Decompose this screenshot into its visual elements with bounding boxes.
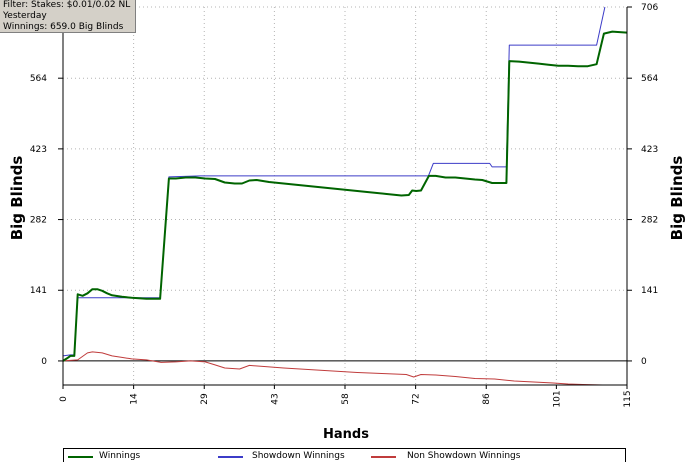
x-tick-label: 115 xyxy=(623,390,633,407)
legend-entry-winnings: Winnings xyxy=(68,450,218,462)
y-tick-label-left: 564 xyxy=(30,74,47,84)
filter-winnings-text: Winnings: 659.0 Big Blinds xyxy=(3,22,124,32)
y-axis-title-right: Big Blinds xyxy=(668,156,686,241)
y-tick-label-right: 706 xyxy=(641,3,658,13)
legend-entry-showdown: Showdown Winnings xyxy=(218,450,378,462)
y-tick-label-left: 282 xyxy=(30,216,47,226)
y-tick-label-left: 423 xyxy=(30,145,47,155)
y-axis-title-left: Big Blinds xyxy=(8,156,26,241)
y-tick-label-left: 141 xyxy=(30,286,47,296)
x-tick-label: 101 xyxy=(552,390,562,407)
x-tick-label: 43 xyxy=(270,393,280,404)
x-tick-label: 29 xyxy=(200,393,210,405)
y-tick-label-right: 0 xyxy=(641,357,647,367)
y-tick-label-right: 423 xyxy=(641,145,658,155)
legend-entry-non-showdown: Non Showdown Winnings xyxy=(371,450,621,462)
y-tick-label-right: 282 xyxy=(641,216,658,226)
legend-label-non-showdown: Non Showdown Winnings xyxy=(407,451,521,461)
legend-label-winnings: Winnings xyxy=(99,451,141,461)
filter-info-box: Filter: Stakes: $0.01/0.02 NL Yesterday … xyxy=(0,0,136,33)
y-tick-label-right: 141 xyxy=(641,286,658,296)
series-line-showdown xyxy=(62,6,606,357)
x-tick-label: 86 xyxy=(482,393,492,405)
series-line-non-showdown xyxy=(62,351,627,386)
filter-stakes-text: Filter: Stakes: $0.01/0.02 NL xyxy=(3,0,131,10)
y-tick-label-right: 564 xyxy=(641,74,658,84)
filter-date-text: Yesterday xyxy=(3,11,47,21)
x-tick-label: 0 xyxy=(59,396,69,402)
y-tick-label-left: 0 xyxy=(41,357,47,367)
legend-swatch-non-showdown xyxy=(371,456,396,458)
x-tick-label: 72 xyxy=(412,393,422,404)
series-lines xyxy=(62,6,628,386)
x-tick-label: 58 xyxy=(341,393,351,405)
x-tick-label: 14 xyxy=(130,393,140,405)
ticks: 0014114128228242342356456470670601429435… xyxy=(30,3,659,408)
series-line-winnings xyxy=(62,30,628,362)
x-axis-title: Hands xyxy=(323,427,369,442)
legend-label-showdown: Showdown Winnings xyxy=(252,451,345,461)
legend-swatch-winnings xyxy=(68,456,93,458)
grid xyxy=(63,6,627,385)
chart-legend: Winnings Showdown Winnings Non Showdown … xyxy=(63,448,626,462)
legend-swatch-showdown xyxy=(218,456,243,458)
